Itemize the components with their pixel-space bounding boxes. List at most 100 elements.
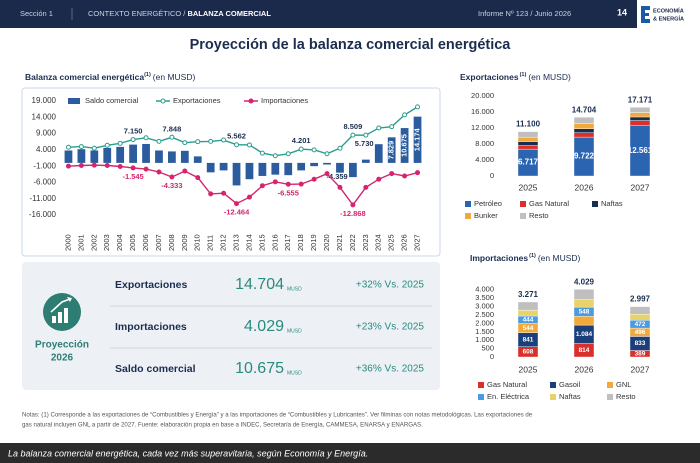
chart-title-text: Importaciones	[470, 253, 528, 263]
x-tick-label: 2026	[575, 364, 594, 374]
bar	[336, 162, 344, 173]
y-tick-label: 8.000	[475, 139, 494, 148]
marker	[402, 173, 408, 179]
y-tick-label: -6.000	[33, 178, 56, 187]
bar	[258, 162, 267, 176]
marker	[130, 137, 136, 143]
legend-swatch	[550, 394, 556, 400]
bar-segment	[629, 120, 651, 126]
chart-title-note: (1)	[529, 253, 536, 259]
y-tick-label: 9.000	[36, 129, 57, 138]
y-tick-label: 2.500	[475, 310, 494, 319]
point-label: 7.150	[124, 127, 143, 136]
x-tick-label: 2017	[283, 234, 292, 251]
segment-label: 1.084	[576, 331, 593, 338]
total-label: 14.704	[572, 105, 597, 114]
y-tick-label: 500	[481, 344, 494, 353]
y-tick-label: 19.000	[32, 96, 57, 105]
bar	[129, 144, 137, 163]
bar	[180, 150, 189, 163]
y-tick-label: 16.000	[471, 107, 494, 116]
bar	[232, 162, 241, 186]
x-tick-label: 2015	[257, 234, 266, 251]
bar	[77, 149, 86, 163]
marker	[389, 124, 395, 130]
marker	[78, 144, 84, 150]
summary-label: Exportaciones	[115, 279, 188, 291]
bar-segment	[517, 131, 539, 138]
legend-swatch	[478, 382, 484, 388]
legend-swatch	[465, 213, 471, 219]
marker	[156, 169, 162, 175]
marker	[208, 138, 214, 144]
point-label: 8.509	[344, 122, 363, 131]
y-tick-label: 4.000	[475, 285, 494, 294]
bar-label: 5.730	[355, 139, 374, 148]
y-tick-label: 14.000	[32, 112, 57, 121]
summary-change: +32% Vs. 2025	[356, 280, 425, 291]
segment-label: 544	[523, 325, 534, 332]
breadcrumb-parent: CONTEXTO ENERGÉTICO /	[88, 9, 186, 18]
legend-swatch	[248, 98, 254, 104]
bar-label: -4.359	[326, 172, 347, 181]
bar	[116, 146, 125, 163]
logo-text: & ENERGÍA	[653, 14, 684, 22]
marker	[130, 165, 136, 171]
y-tick-label: 0	[490, 171, 494, 180]
marker	[195, 139, 201, 145]
x-tick-label: 2005	[128, 234, 137, 251]
marker	[246, 142, 252, 148]
legend-label: Exportaciones	[173, 96, 221, 105]
x-tick-label: 2025	[519, 364, 538, 374]
legend-label: Gasoil	[559, 380, 581, 389]
marker	[363, 184, 369, 190]
x-tick-label: 2000	[63, 234, 72, 251]
x-tick-label: 2024	[374, 234, 383, 251]
bar-segment	[629, 112, 651, 118]
logo-text: ECONOMÍA	[653, 6, 684, 14]
marker	[234, 201, 240, 207]
bar	[323, 162, 331, 165]
chart-title: Exportaciones(1) (en MUSD)	[460, 72, 571, 82]
marker	[376, 176, 382, 182]
segment-label: 548	[579, 308, 590, 315]
summary-value: 4.029	[244, 318, 284, 335]
marker	[169, 134, 175, 140]
legend-swatch	[607, 382, 613, 388]
chart-title: Balanza comercial energética(1) (en MUSD)	[25, 72, 195, 82]
legend-swatch	[520, 201, 526, 207]
marker	[337, 145, 343, 151]
marker	[298, 146, 304, 152]
summary-box	[22, 262, 440, 390]
notes: gas natural incluyen GNL a partir de 202…	[22, 422, 423, 429]
marker	[169, 174, 175, 180]
notes: Notas: (1) Corresponde a las exportacion…	[22, 412, 533, 419]
bar-label: 14.174	[413, 127, 422, 151]
chart-title-text: Balanza comercial energética	[25, 72, 144, 82]
bar-segment	[517, 301, 539, 311]
segment-label: 472	[635, 321, 646, 328]
bar-segment	[573, 316, 595, 326]
legend-label: Naftas	[559, 392, 581, 401]
bar-segment	[573, 123, 595, 129]
caption: La balanza comercial energética, cada ve…	[8, 448, 368, 458]
bar	[142, 143, 150, 163]
x-tick-label: 2021	[335, 234, 344, 251]
chart-unit: (en MUSD)	[153, 72, 196, 82]
legend-label: Gas Natural	[487, 380, 527, 389]
total-label: 4.029	[574, 277, 595, 286]
total-label: 17.171	[628, 95, 653, 104]
bar-label: 7.829	[387, 141, 396, 160]
bar	[64, 150, 73, 163]
marker	[389, 171, 395, 177]
summary-heading: Proyección	[35, 340, 89, 351]
legend-label: Gas Natural	[529, 199, 569, 208]
bar-segment	[573, 132, 595, 138]
segment-label: 9.722	[574, 152, 595, 161]
x-tick-label: 2027	[631, 364, 650, 374]
bar-segment	[517, 309, 539, 317]
x-tick-label: 2008	[167, 234, 176, 251]
bar	[271, 162, 280, 175]
bar-segment	[573, 299, 595, 308]
bar	[103, 147, 112, 163]
